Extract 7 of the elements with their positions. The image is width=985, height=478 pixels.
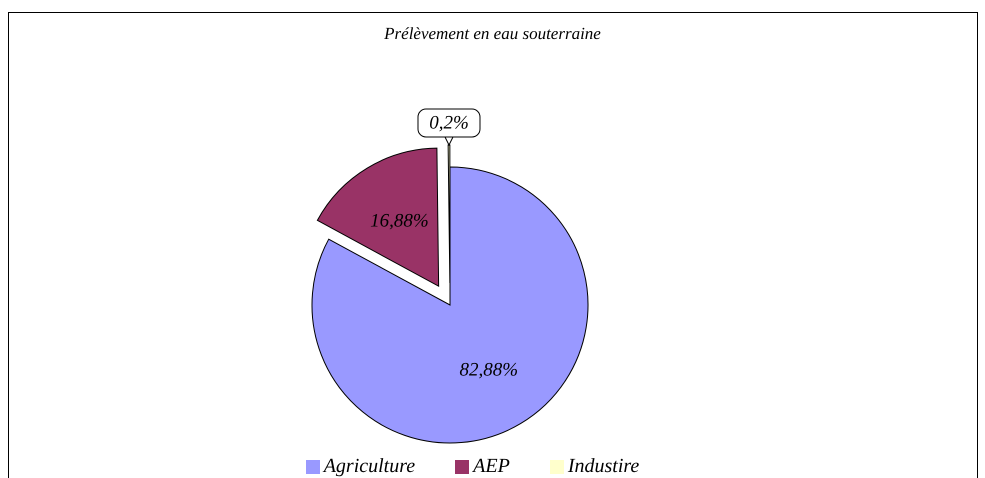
data-label: 0,2%	[429, 112, 469, 134]
legend-label: Industire	[568, 455, 640, 477]
legend-label: Agriculture	[324, 455, 416, 477]
data-label: 16,88%	[370, 210, 429, 232]
legend-label: AEP	[473, 455, 510, 477]
data-label: 82,88%	[460, 360, 518, 381]
chart-title: Prélèvement en eau souterraine	[383, 24, 602, 44]
